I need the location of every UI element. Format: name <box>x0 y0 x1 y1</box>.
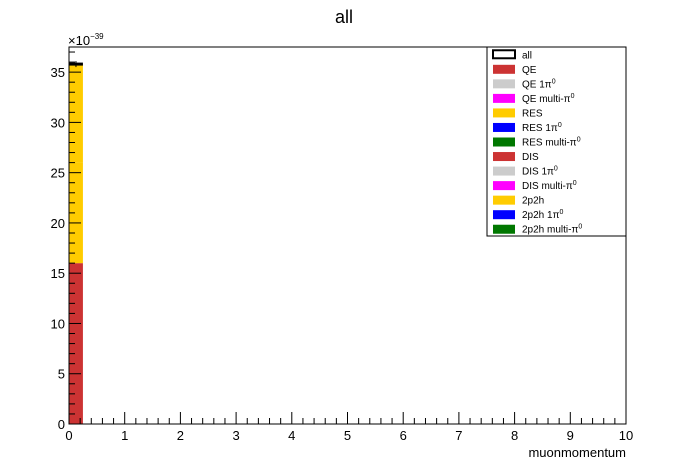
legend-label: RES 1π0 <box>522 122 562 134</box>
legend-entry: 2p2h 1π0 <box>493 209 564 221</box>
legend-entry: DIS multi-π0 <box>493 180 577 192</box>
legend-swatch <box>493 93 515 103</box>
svg-text:×10−39: ×10−39 <box>68 32 104 48</box>
legend: all QE QE 1π0 QE multi-π0 RES RES 1π0 RES mult… <box>486 46 627 237</box>
x-axis: 0 1 2 3 4 5 6 7 8 9 10 <box>65 412 633 443</box>
legend-swatch <box>493 195 515 205</box>
legend-swatch <box>493 79 515 89</box>
legend-swatch <box>493 64 515 74</box>
y-tick-label: 35 <box>51 65 65 80</box>
legend-entry: QE multi-π0 <box>493 93 575 105</box>
legend-entry: RES multi-π0 <box>493 137 581 149</box>
legend-swatch <box>493 122 515 132</box>
y-tick-label: 5 <box>58 367 65 382</box>
legend-label: QE multi-π0 <box>522 93 575 105</box>
chart-title: all <box>335 7 353 27</box>
legend-entry: DIS <box>493 152 539 163</box>
legend-swatch <box>493 152 515 162</box>
legend-swatch <box>493 181 515 191</box>
bar-segment <box>69 162 83 264</box>
x-tick-label: 4 <box>288 428 295 443</box>
y-tick-label: 10 <box>51 316 65 331</box>
legend-label: RES <box>522 108 543 119</box>
legend-label: RES multi-π0 <box>522 137 581 149</box>
x-tick-label: 10 <box>619 428 633 443</box>
legend-swatch <box>493 108 515 118</box>
x-tick-label: 1 <box>121 428 128 443</box>
legend-label: QE 1π0 <box>522 78 556 90</box>
x-tick-label: 5 <box>344 428 351 443</box>
x-tick-label: 9 <box>567 428 574 443</box>
multiplier-base: ×10 <box>68 33 90 48</box>
y-tick-label: 20 <box>51 216 65 231</box>
legend-swatch <box>493 166 515 176</box>
legend-swatch <box>493 137 515 147</box>
legend-entry: 2p2h multi-π0 <box>493 224 582 236</box>
x-tick-label: 6 <box>400 428 407 443</box>
legend-label: QE <box>522 65 537 76</box>
y-tick-label: 15 <box>51 266 65 281</box>
y-tick-label: 30 <box>51 115 65 130</box>
legend-swatch <box>493 210 515 220</box>
legend-entry: QE 1π0 <box>493 78 556 90</box>
legend-label: 2p2h multi-π0 <box>522 224 582 236</box>
y-tick-label: 0 <box>58 417 65 432</box>
legend-label: DIS multi-π0 <box>522 180 577 192</box>
x-tick-label: 3 <box>232 428 239 443</box>
x-tick-label: 2 <box>177 428 184 443</box>
x-tick-label: 8 <box>511 428 518 443</box>
legend-entry: DIS 1π0 <box>493 166 558 178</box>
legend-entry: RES 1π0 <box>493 122 562 134</box>
legend-entry: QE <box>493 64 537 76</box>
legend-swatch <box>493 224 515 234</box>
y-axis-multiplier: ×10−39 <box>68 32 104 48</box>
legend-entry: 2p2h <box>493 195 544 207</box>
legend-label: 2p2h <box>522 196 544 207</box>
y-tick-label: 25 <box>51 166 65 181</box>
x-tick-label: 7 <box>455 428 462 443</box>
legend-label: DIS 1π0 <box>522 166 558 178</box>
legend-entry: RES <box>493 108 543 119</box>
x-axis-label: muonmomentum <box>528 445 626 460</box>
legend-label: all <box>522 50 532 61</box>
x-tick-label: 0 <box>65 428 72 443</box>
legend-label: 2p2h 1π0 <box>522 209 564 221</box>
multiplier-exponent: −39 <box>90 32 104 41</box>
legend-swatch <box>492 49 516 60</box>
bar-segment <box>69 64 83 163</box>
legend-entry: all <box>492 49 532 61</box>
y-axis: 0 5 10 15 20 25 30 35 <box>51 51 81 432</box>
legend-label: DIS <box>522 152 539 163</box>
